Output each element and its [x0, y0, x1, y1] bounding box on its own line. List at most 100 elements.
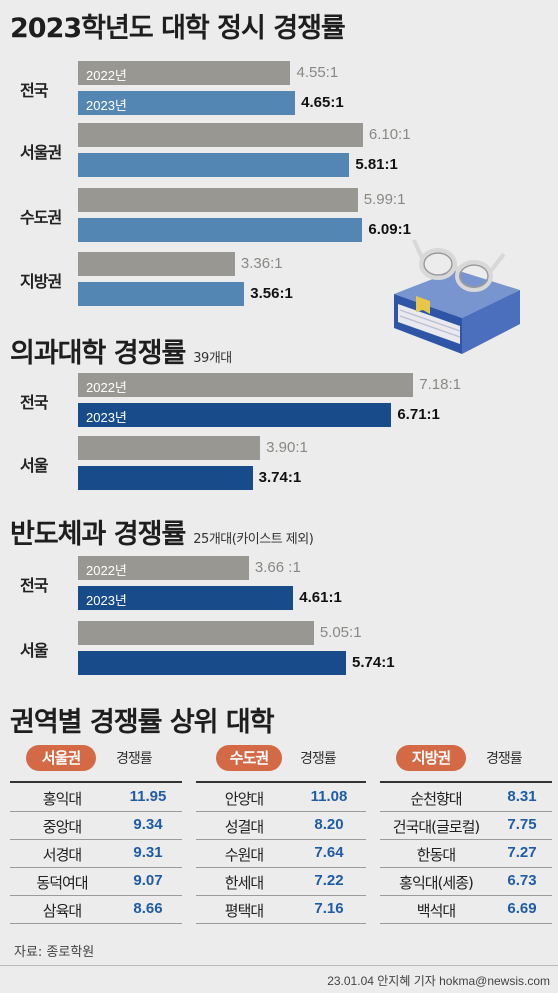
- competition-rate: 6.69: [507, 900, 537, 917]
- university-name: 동덕여대: [36, 874, 88, 892]
- table-row: 서경대 9.31: [10, 839, 182, 867]
- value-2023: 3.56:1: [250, 285, 293, 302]
- university-name: 중앙대: [42, 818, 82, 836]
- row-divider: [10, 867, 182, 868]
- table-row: 중앙대 9.34: [10, 811, 182, 839]
- table-row: 삼육대 8.66: [10, 895, 182, 923]
- table-top-rule: [196, 781, 366, 783]
- year-label-2023: 2023년: [86, 410, 127, 425]
- table-row: 건국대(글로컬) 7.75: [380, 811, 552, 839]
- table-row: 홍익대(세종) 6.73: [380, 867, 552, 895]
- row-divider: [10, 839, 182, 840]
- row-divider: [196, 811, 366, 812]
- bar-2022: 2022년: [78, 61, 291, 85]
- value-2023: 5.74:1: [352, 654, 395, 671]
- column-header: 경쟁률: [116, 751, 153, 767]
- value-2022: 4.55:1: [296, 64, 339, 81]
- row-divider: [196, 895, 366, 896]
- footer-divider: [0, 965, 558, 966]
- table-top-rule: [10, 781, 182, 783]
- university-name: 안양대: [224, 790, 264, 808]
- university-name: 평택대: [224, 902, 264, 920]
- value-2022: 3.36:1: [240, 255, 283, 272]
- competition-rate: 9.31: [133, 844, 163, 861]
- value-2023: 6.71:1: [397, 406, 440, 423]
- competition-rate: 11.95: [129, 788, 167, 805]
- university-name: 삼육대: [42, 902, 82, 920]
- bar-2023: [78, 218, 363, 242]
- row-divider: [10, 895, 182, 896]
- row-divider: [196, 867, 366, 868]
- table-row: 수원대 7.64: [196, 839, 366, 867]
- table-row: 한동대 7.27: [380, 839, 552, 867]
- bar-2023: [78, 153, 350, 177]
- year-label-2022: 2022년: [86, 68, 127, 83]
- value-2023: 4.61:1: [299, 589, 342, 606]
- value-2023: 6.09:1: [368, 221, 411, 238]
- semiconductor-title: 반도체과 경쟁률 25개대(카이스트 제외): [10, 519, 314, 550]
- book-with-glasses-icon: [394, 239, 520, 354]
- university-name: 순천향대: [410, 790, 462, 808]
- bar-2022: [78, 123, 363, 147]
- competition-rate: 9.34: [133, 816, 163, 833]
- competition-rate: 6.73: [507, 872, 537, 889]
- competition-rate: 7.22: [314, 872, 344, 889]
- value-2023: 3.74:1: [258, 469, 302, 486]
- table-row: 평택대 7.16: [196, 895, 366, 923]
- column-header: 경쟁률: [486, 751, 523, 767]
- ranking-table: 수도권 경쟁률 안양대 11.08 성결대 8.20 수원대 7.64 한세대 7.22 평택대 7.…: [196, 745, 366, 925]
- region-pill: 서울권: [26, 745, 96, 771]
- region-label: 서울: [20, 641, 48, 660]
- region-label: 지방권: [20, 272, 62, 291]
- university-name: 한세대: [224, 874, 264, 892]
- competition-rate: 8.20: [314, 816, 344, 833]
- region-label: 전국: [20, 576, 48, 595]
- overall-title: 2023학년도 대학 정시 경쟁률: [10, 13, 346, 44]
- year-label-2023: 2023년: [86, 593, 127, 608]
- competition-rate: 7.64: [314, 844, 344, 861]
- bar-2022: [78, 188, 358, 212]
- university-name: 한동대: [416, 846, 456, 864]
- row-divider: [380, 811, 552, 812]
- university-name: 백석대: [416, 902, 456, 920]
- competition-rate: 8.66: [133, 900, 163, 917]
- region-label: 수도권: [20, 208, 62, 227]
- university-name: 홍익대: [42, 790, 82, 808]
- table-top-rule: [380, 781, 552, 783]
- column-header: 경쟁률: [300, 751, 337, 767]
- value-2023: 5.81:1: [355, 156, 398, 173]
- bar-2023: [78, 651, 347, 675]
- bar-2023: 2023년: [78, 403, 392, 427]
- table-row: 홍익대 11.95: [10, 783, 182, 811]
- medical-title: 의과대학 경쟁률 39개대: [10, 338, 232, 369]
- region-pill: 지방권: [396, 745, 466, 771]
- university-name: 수원대: [224, 846, 264, 864]
- competition-rate: 7.16: [314, 900, 344, 917]
- bar-2023: [78, 282, 245, 306]
- medical-subtitle: 39개대: [193, 351, 232, 366]
- source-note: 자료: 종로학원: [14, 945, 95, 960]
- ranking-title: 권역별 경쟁률 상위 대학: [10, 707, 275, 738]
- region-label: 전국: [20, 393, 48, 412]
- region-pill: 수도권: [216, 745, 282, 771]
- university-name: 건국대(글로컬): [392, 818, 481, 836]
- bar-2023: 2023년: [78, 586, 294, 610]
- bar-2022: 2022년: [78, 373, 414, 397]
- region-label: 서울: [20, 456, 48, 475]
- year-label-2022: 2022년: [86, 380, 127, 395]
- row-divider: [196, 839, 366, 840]
- bar-2022: 2022년: [78, 556, 249, 580]
- competition-rate: 8.31: [507, 788, 537, 805]
- value-2022: 3.66 :1: [254, 559, 301, 576]
- year-label-2022: 2022년: [86, 563, 127, 578]
- value-2022: 6.10:1: [368, 126, 411, 143]
- table-row: 성결대 8.20: [196, 811, 366, 839]
- ranking-table: 서울권 경쟁률 홍익대 11.95 중앙대 9.34 서경대 9.31 동덕여대 9.07 삼육대 8…: [10, 745, 182, 925]
- value-2023: 4.65:1: [301, 94, 344, 111]
- value-2022: 5.99:1: [363, 191, 406, 208]
- bar-2023: [78, 466, 253, 490]
- competition-rate: 7.27: [507, 844, 537, 861]
- value-2022: 7.18:1: [419, 376, 462, 393]
- value-2022: 3.90:1: [266, 439, 308, 456]
